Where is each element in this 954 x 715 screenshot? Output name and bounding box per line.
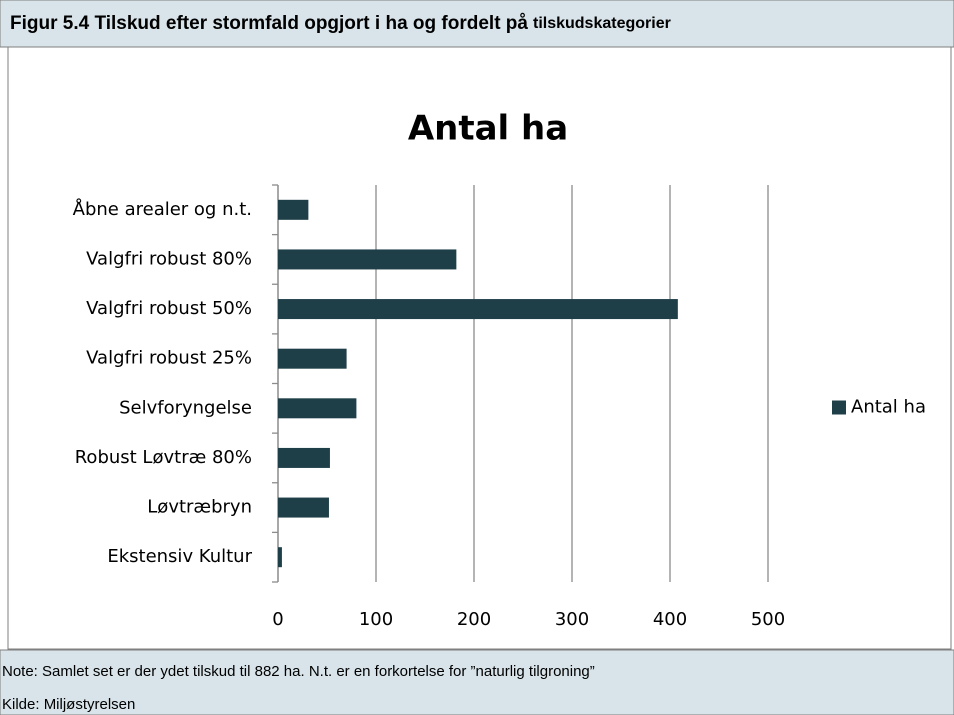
- bar: [278, 398, 357, 419]
- header-title: Figur 5.4 Tilskud efter stormfald opgjor…: [10, 13, 671, 34]
- x-tick-label: 500: [751, 609, 785, 630]
- bar: [278, 249, 457, 270]
- footer-band: [0, 649, 954, 715]
- bar: [278, 497, 329, 518]
- bar: [278, 348, 347, 369]
- y-tick-label: Ekstensiv Kultur: [107, 546, 252, 567]
- y-tick-label: Løvtræbryn: [147, 497, 252, 518]
- bar: [278, 299, 678, 320]
- y-tick-label: Valgfri robust 80%: [86, 248, 252, 269]
- bar: [278, 199, 309, 220]
- legend-label: Antal ha: [851, 397, 926, 418]
- y-tick-label: Robust Løvtræ 80%: [75, 447, 252, 468]
- header-title-end: tilskudskategorier: [533, 15, 671, 32]
- footer-note: Note: Samlet set er der ydet tilskud til…: [2, 663, 595, 680]
- chart-frame: [7, 46, 952, 650]
- bar: [278, 547, 282, 568]
- x-tick-label: 100: [359, 609, 393, 630]
- x-tick-label: 200: [457, 609, 491, 630]
- footer-source: Kilde: Miljøstyrelsen: [2, 696, 135, 713]
- x-tick-label: 300: [555, 609, 589, 630]
- bar: [278, 447, 330, 468]
- y-tick-label: Valgfri robust 50%: [86, 298, 252, 319]
- header-title-main: Figur 5.4 Tilskud efter stormfald opgjor…: [10, 13, 528, 34]
- y-tick-label: Valgfri robust 25%: [86, 348, 252, 369]
- y-tick-label: Åbne arealer og n.t.: [73, 198, 252, 220]
- y-tick-label: Selvforyngelse: [119, 397, 252, 418]
- x-tick-label: 0: [272, 609, 283, 630]
- x-tick-label: 400: [653, 609, 687, 630]
- legend-swatch: [832, 400, 846, 415]
- chart-title: Antal ha: [408, 109, 568, 149]
